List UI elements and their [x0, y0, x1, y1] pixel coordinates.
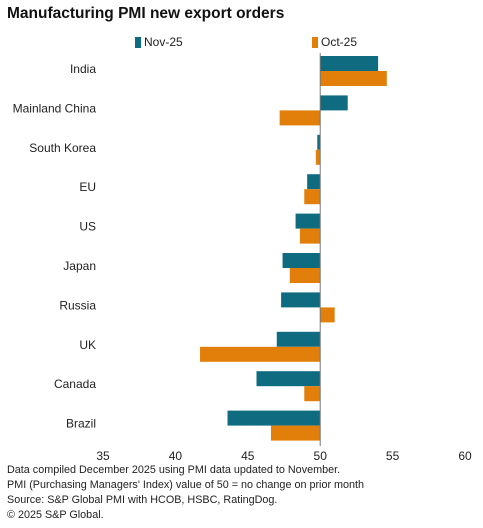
legend-item-nov: Nov-25 [135, 35, 183, 49]
bar-russia-nov-25 [281, 292, 321, 308]
bar-eu-nov-25 [307, 174, 321, 190]
chart-legend: Nov-25 Oct-25 [0, 35, 483, 49]
bar-canada-nov-25 [256, 371, 321, 387]
legend-label-oct: Oct-25 [321, 35, 358, 49]
bar-us-oct-25 [299, 228, 321, 244]
x-tick-label-60: 60 [458, 449, 472, 462]
x-tick-label-40: 40 [169, 449, 183, 462]
legend-label-nov: Nov-25 [144, 35, 183, 49]
bar-eu-oct-25 [304, 189, 321, 205]
bar-japan-nov-25 [282, 253, 321, 268]
legend-swatch-oct [312, 36, 318, 48]
footer-source: Source: S&P Global PMI with HCOB, HSBC, … [7, 494, 278, 506]
category-label-canada: Canada [54, 377, 96, 391]
bar-russia-oct-25 [320, 307, 335, 323]
category-label-eu: EU [79, 180, 96, 194]
category-label-south-korea: South Korea [29, 141, 96, 155]
footer-note-data: Data compiled December 2025 using PMI da… [7, 464, 341, 476]
bar-japan-oct-25 [289, 268, 321, 283]
bar-india-nov-25 [320, 56, 379, 71]
category-label-india: India [70, 62, 96, 76]
footer-note-pmi: PMI (Purchasing Managers' Index) value o… [7, 479, 365, 491]
bar-mainland-china-nov-25 [320, 95, 348, 111]
bar-us-nov-25 [295, 213, 321, 229]
bar-south-korea-oct-25 [315, 149, 321, 165]
chart-title: Manufacturing PMI new export orders [7, 5, 285, 22]
legend-swatch-nov [135, 36, 141, 48]
x-tick-label-45: 45 [241, 449, 255, 462]
category-label-us: US [79, 220, 96, 234]
bar-brazil-nov-25 [227, 410, 321, 426]
category-label-russia: Russia [59, 298, 96, 312]
bar-chart: India Mainland China South Korea EU US Japan R… [13, 53, 472, 462]
category-label-mainland-china: Mainland China [13, 101, 97, 115]
footer-copyright: © 2025 S&P Global. [7, 509, 104, 521]
category-label-brazil: Brazil [66, 417, 96, 431]
chart-footer: Data compiled December 2025 using PMI da… [7, 463, 364, 523]
bar-uk-nov-25 [276, 331, 321, 347]
bar-mainland-china-oct-25 [279, 110, 321, 126]
bar-canada-oct-25 [304, 386, 321, 402]
bar-brazil-oct-25 [270, 425, 321, 441]
bar-south-korea-nov-25 [317, 134, 321, 150]
category-label-japan: Japan [63, 259, 96, 273]
bar-uk-oct-25 [200, 346, 321, 362]
bar-india-oct-25 [320, 71, 387, 86]
x-tick-label-50: 50 [314, 449, 328, 462]
legend-item-oct: Oct-25 [312, 35, 357, 49]
x-tick-label-55: 55 [386, 449, 400, 462]
category-label-uk: UK [79, 338, 96, 352]
x-tick-label-35: 35 [96, 449, 110, 462]
